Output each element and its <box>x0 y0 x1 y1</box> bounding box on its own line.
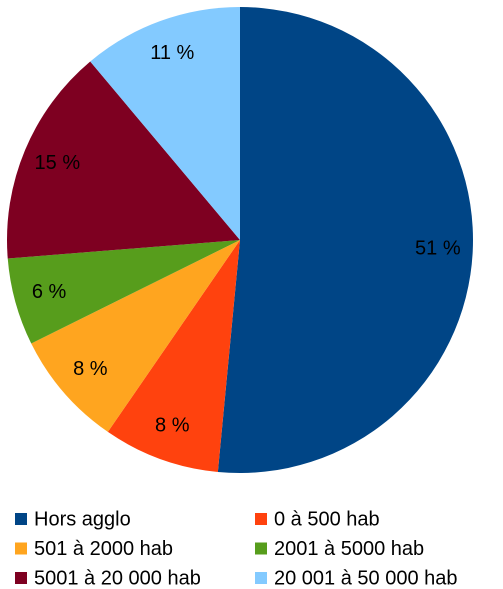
pie-slice <box>7 240 241 344</box>
legend-label: 5001 à 20 000 hab <box>34 567 201 589</box>
legend-label: 0 à 500 hab <box>274 508 380 530</box>
slice-label: 8 % <box>155 414 190 436</box>
slice-label: 8 % <box>73 358 108 380</box>
legend-swatch <box>15 542 27 555</box>
legend-label: 20 001 à 50 000 hab <box>274 567 458 589</box>
slice-label: 51 % <box>415 238 461 260</box>
legend-swatch <box>255 572 267 584</box>
slice-label: 15 % <box>35 152 81 174</box>
legend-label: 2001 à 5000 hab <box>274 538 424 560</box>
pie-slice <box>31 240 241 432</box>
legend-swatch <box>15 513 27 525</box>
pie-slice <box>6 61 240 259</box>
slice-label: 6 % <box>32 281 67 303</box>
legend-swatch <box>15 572 27 584</box>
legend-label: Hors agglo <box>34 508 131 530</box>
legend-swatch <box>255 513 267 525</box>
pie-slice <box>90 7 240 240</box>
legend-label: 501 à 2000 hab <box>34 538 173 560</box>
slice-label: 11 % <box>150 42 194 64</box>
pie-slice <box>217 7 473 473</box>
pie-slice <box>107 240 240 472</box>
legend-swatch <box>255 542 267 555</box>
